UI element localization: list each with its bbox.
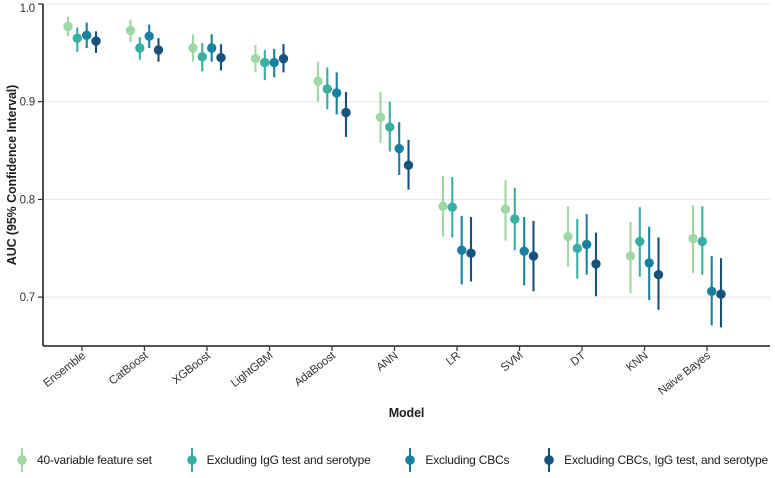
data-point	[216, 53, 226, 63]
x-tick-label: ANN	[374, 350, 400, 374]
data-point	[332, 88, 342, 98]
data-point	[135, 43, 145, 53]
data-point	[438, 201, 448, 211]
chart-legend: 40-variable feature set Excluding IgG tes…	[16, 445, 768, 475]
data-point	[385, 122, 395, 132]
legend-dot	[186, 455, 197, 465]
x-tick-label: XGBoost	[170, 349, 213, 387]
data-point	[563, 231, 573, 242]
legend-label: Excluding IgG test and serotype	[206, 453, 371, 467]
legend-label: Excluding CBCs	[425, 453, 510, 467]
data-point	[144, 31, 154, 41]
data-point	[278, 54, 289, 64]
legend-dot	[405, 455, 416, 465]
data-point	[519, 246, 529, 256]
x-tick-label: AdaBoost	[292, 349, 338, 389]
data-point	[591, 259, 601, 269]
legend-pointrange-icon	[405, 448, 416, 472]
y-axis-title: AUC (95% Confidence Interval)	[5, 84, 19, 266]
x-tick-label: LightGBM	[229, 350, 275, 390]
data-point	[500, 204, 511, 214]
legend-dot	[17, 455, 27, 465]
legend-label: Excluding CBCs, IgG test, and serotype	[564, 453, 768, 467]
data-point	[707, 286, 717, 296]
data-point	[394, 143, 404, 154]
data-point	[653, 270, 664, 280]
y-tick-label: 0.9	[20, 97, 35, 109]
data-point	[466, 248, 476, 258]
data-point	[528, 251, 539, 261]
y-tick-label: 0.7	[20, 292, 35, 304]
data-point	[322, 84, 332, 94]
data-point	[153, 45, 164, 55]
data-point	[625, 251, 636, 261]
x-tick-label: Ensemble	[41, 350, 87, 390]
data-point	[447, 202, 457, 212]
data-point	[125, 25, 136, 36]
y-tick-label: 1.0	[20, 3, 35, 15]
data-point	[188, 43, 198, 53]
data-point	[572, 243, 582, 253]
data-point	[72, 33, 83, 43]
x-tick-label: KNN	[624, 350, 650, 374]
data-point	[582, 239, 592, 250]
data-point	[688, 233, 698, 244]
legend-pointrange-icon	[544, 448, 554, 472]
legend-item: 40-variable feature set	[16, 446, 152, 474]
data-point	[375, 112, 386, 123]
legend-item: Excluding CBCs	[404, 446, 510, 474]
data-point	[635, 236, 645, 247]
legend-dot	[544, 455, 554, 465]
x-axis-title: Model	[388, 406, 425, 420]
data-point	[269, 57, 279, 68]
x-tick-label: Naive Bayes	[656, 350, 713, 398]
legend-label: 40-variable feature set	[37, 453, 152, 467]
data-point	[510, 214, 520, 224]
data-point	[716, 289, 726, 299]
data-point	[91, 36, 101, 46]
data-point	[313, 76, 323, 86]
pointrange-chart-canvas: 0.7 0.8 0.9 1.0 Ensemble CatBoost XGBoost Light…	[20, 3, 770, 398]
x-tick-label: DT	[569, 350, 588, 369]
data-point	[207, 43, 217, 53]
legend-item: Excluding CBCs, IgG test, and serotype	[543, 446, 768, 474]
data-point	[250, 54, 261, 64]
data-point	[260, 57, 270, 68]
legend-pointrange-icon	[17, 448, 27, 472]
data-point	[341, 107, 351, 118]
data-point	[403, 160, 414, 170]
y-tick-label: 0.8	[20, 194, 35, 206]
x-tick-label: SVM	[499, 350, 526, 374]
x-tick-label: CatBoost	[107, 349, 151, 387]
data-point	[457, 245, 467, 255]
legend-item: Excluding IgG test and serotype	[186, 446, 371, 474]
data-point	[697, 236, 707, 247]
x-tick-label: LR	[444, 350, 463, 368]
data-point	[63, 21, 73, 32]
legend-pointrange-icon	[186, 448, 197, 472]
data-point	[82, 30, 92, 40]
data-point	[197, 52, 207, 62]
data-point	[644, 258, 654, 268]
